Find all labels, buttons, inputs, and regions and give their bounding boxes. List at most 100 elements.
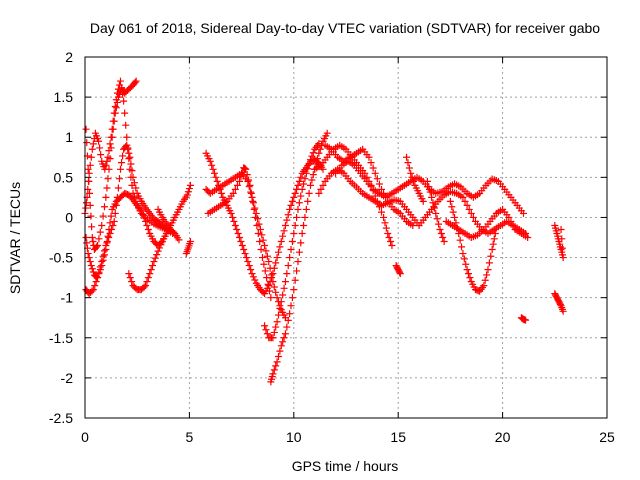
data-point-marker	[408, 173, 416, 181]
data-point-marker	[142, 282, 150, 290]
data-point-marker	[302, 205, 310, 213]
data-point-marker	[123, 133, 131, 141]
data-markers	[81, 77, 567, 386]
data-point-marker	[102, 242, 110, 250]
data-point-marker	[120, 97, 128, 105]
data-point-marker	[319, 165, 327, 173]
data-point-marker	[388, 242, 396, 250]
data-point-marker	[245, 183, 253, 191]
data-point-marker	[259, 236, 267, 244]
data-point-marker	[253, 221, 261, 229]
data-point-marker	[266, 264, 274, 272]
data-point-marker	[405, 164, 413, 172]
data-point-marker	[114, 184, 122, 192]
data-point-marker	[465, 205, 473, 213]
data-point-marker	[270, 366, 278, 374]
y-tick-label: 1	[65, 129, 73, 145]
data-point-marker	[490, 235, 498, 243]
data-point-marker	[462, 260, 470, 268]
data-point-marker	[262, 247, 270, 255]
data-point-marker	[96, 144, 104, 152]
data-point-marker	[297, 192, 305, 200]
data-point-marker	[217, 189, 225, 197]
data-point-marker	[524, 234, 532, 241]
data-point-marker	[185, 185, 193, 193]
data-point-marker	[111, 109, 119, 117]
data-point-marker	[246, 181, 254, 189]
data-point-marker	[377, 208, 385, 216]
data-point-marker	[279, 232, 287, 240]
data-point-marker	[291, 189, 299, 197]
data-point-marker	[432, 209, 440, 217]
data-point-marker	[84, 250, 92, 258]
data-point-marker	[287, 246, 295, 254]
data-point-marker	[99, 252, 107, 260]
data-point-marker	[295, 248, 303, 256]
data-point-marker	[273, 254, 281, 262]
data-point-marker	[281, 278, 289, 286]
data-point-marker	[257, 246, 265, 254]
data-point-marker	[437, 229, 445, 237]
data-point-marker	[440, 238, 448, 246]
data-point-marker	[155, 244, 163, 252]
data-point-marker	[556, 300, 564, 308]
data-point-marker	[108, 133, 116, 141]
data-point-marker	[249, 273, 257, 281]
data-point-marker	[301, 175, 309, 183]
data-point-marker	[309, 149, 317, 157]
data-point-marker	[481, 276, 489, 284]
data-point-marker	[85, 254, 93, 262]
data-point-marker	[298, 229, 306, 237]
data-point-marker	[100, 247, 108, 255]
chart-title: Day 061 of 2018, Sidereal Day-to-day VTE…	[90, 20, 600, 36]
data-point-marker	[248, 193, 256, 201]
data-point-marker	[290, 286, 298, 294]
data-point-marker	[261, 267, 269, 275]
data-point-marker	[290, 229, 298, 237]
data-point-marker	[286, 205, 294, 213]
data-point-marker	[558, 244, 566, 252]
data-point-marker	[419, 197, 427, 205]
data-point-marker	[396, 268, 404, 276]
y-tick-label: 0	[65, 209, 73, 225]
data-point-marker	[231, 185, 239, 193]
data-point-marker	[373, 175, 381, 183]
data-point-marker	[428, 193, 436, 201]
data-point-marker	[242, 254, 250, 262]
data-point-marker	[247, 189, 255, 197]
data-point-marker	[467, 209, 475, 217]
data-point-marker	[105, 165, 113, 173]
data-point-marker	[238, 242, 246, 250]
data-point-marker	[277, 342, 285, 350]
data-point-marker	[304, 197, 312, 205]
data-point-marker	[121, 109, 129, 117]
x-tick-label: 20	[495, 429, 511, 445]
data-point-marker	[295, 199, 303, 207]
data-point-marker	[122, 121, 130, 129]
data-point-marker	[365, 153, 373, 161]
data-point-marker	[83, 239, 91, 247]
data-point-marker	[385, 234, 393, 241]
data-point-marker	[293, 213, 301, 221]
y-tick-label: -2	[61, 370, 74, 386]
data-point-marker	[284, 211, 292, 219]
data-point-marker	[107, 212, 115, 220]
data-point-marker	[140, 214, 148, 222]
data-point-marker	[132, 184, 140, 192]
data-point-marker	[284, 316, 292, 324]
data-point-marker	[106, 140, 114, 148]
data-point-marker	[106, 155, 114, 163]
data-point-marker	[82, 125, 90, 133]
data-point-marker	[410, 177, 418, 185]
data-point-marker	[384, 229, 392, 237]
data-point-marker	[522, 316, 530, 324]
data-point-marker	[272, 288, 280, 296]
data-point-marker	[116, 77, 124, 85]
data-point-marker	[425, 183, 433, 191]
data-point-marker	[95, 235, 103, 243]
data-point-marker	[113, 193, 121, 201]
data-point-marker	[491, 229, 499, 237]
data-point-marker	[273, 358, 281, 366]
data-point-marker	[484, 266, 492, 274]
data-point-marker	[86, 161, 94, 169]
